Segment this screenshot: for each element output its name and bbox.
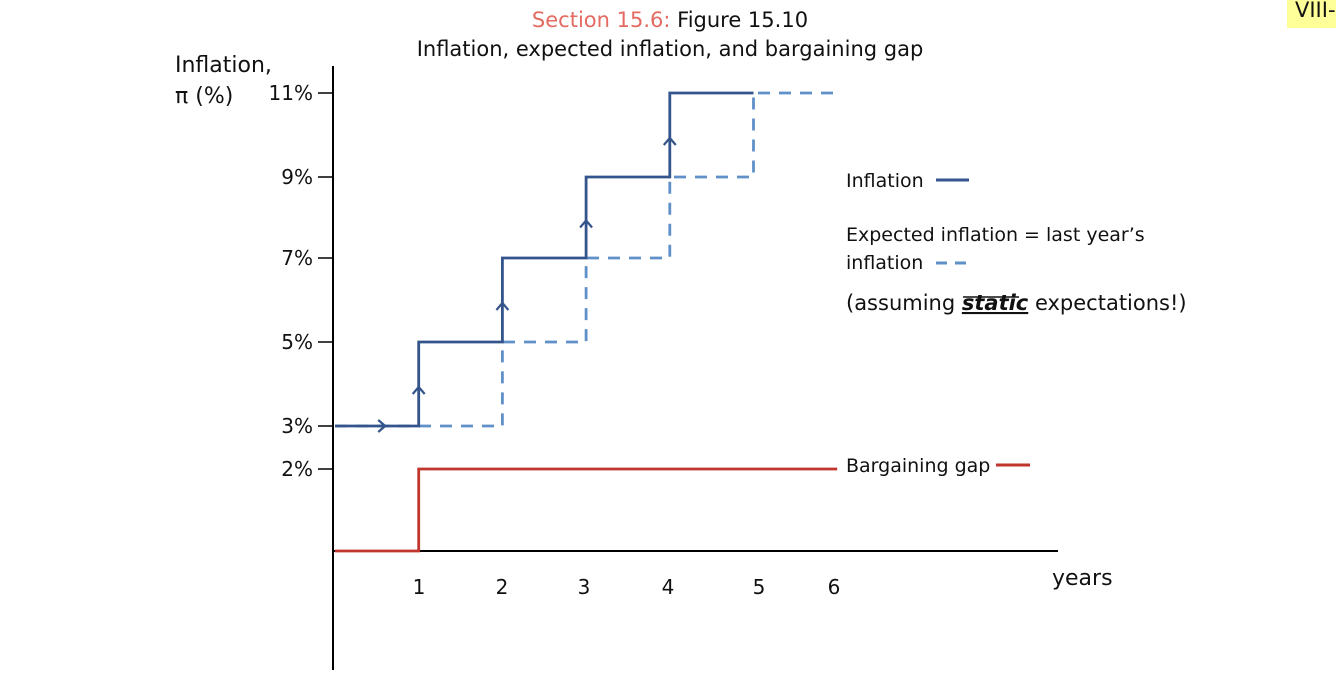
y-tick-label: 2% bbox=[281, 457, 313, 481]
series-group bbox=[335, 91, 838, 553]
y-ticks: 2% 3% 5% 7% 9% 11% bbox=[269, 81, 333, 481]
y-tick-label: 11% bbox=[269, 81, 313, 105]
step-arrows bbox=[377, 136, 677, 433]
series-bargaining-gap-line bbox=[335, 467, 838, 553]
x-tick-label: 4 bbox=[662, 575, 675, 599]
section-label: Section 15.6: bbox=[531, 8, 671, 32]
x-tick-label: 2 bbox=[496, 575, 509, 599]
y-tick-label: 7% bbox=[281, 246, 313, 270]
legend-expected-label-line1: Expected inflation = last year’s bbox=[846, 224, 1145, 246]
chart-subtitle: Inflation, expected inflation, and barga… bbox=[416, 37, 924, 61]
x-tick-label: 6 bbox=[828, 575, 841, 599]
figure-label: Figure 15.10 bbox=[677, 8, 809, 32]
arrow-up-icon bbox=[579, 218, 593, 229]
y-tick-label: 9% bbox=[281, 165, 313, 189]
arrow-up-icon bbox=[411, 385, 426, 395]
x-tick-label: 3 bbox=[578, 575, 591, 599]
legend-note-prefix: (assuming bbox=[846, 291, 962, 315]
series-inflation-line bbox=[335, 91, 754, 428]
legend-note-emph: static bbox=[962, 291, 1029, 315]
x-ticks: 1 2 3 4 5 6 bbox=[413, 575, 841, 599]
legend-note-suffix: expectations!) bbox=[1028, 291, 1186, 315]
legend-inflation-label: Inflation bbox=[846, 170, 924, 192]
title-line-section: Section 15.6: Figure 15.10 bbox=[360, 6, 980, 34]
arrow-up-icon bbox=[495, 301, 510, 311]
x-axis-label: years bbox=[1052, 566, 1113, 591]
series-expected-inflation-line bbox=[335, 91, 838, 428]
arrow-up-icon bbox=[662, 136, 677, 146]
legend-gap-label: Bargaining gap bbox=[846, 455, 990, 477]
y-axis-label-line2: π (%) bbox=[175, 84, 233, 109]
legend-note: (assuming static expectations!) bbox=[846, 291, 1187, 315]
legend-expected-label-line2: inflation bbox=[846, 252, 923, 274]
chart-title: Section 15.6: Figure 15.10 Inflation, ex… bbox=[360, 6, 980, 64]
y-tick-label: 3% bbox=[281, 414, 313, 438]
y-tick-label: 5% bbox=[281, 330, 313, 354]
y-axis-label-line1: Inflation, bbox=[175, 53, 272, 78]
x-tick-label: 1 bbox=[413, 575, 426, 599]
x-tick-label: 5 bbox=[753, 575, 766, 599]
page-number-badge: VIII- bbox=[1287, 0, 1336, 28]
legend: Inflation Expected inflation = last year… bbox=[846, 170, 1187, 477]
arrow-right-icon bbox=[377, 419, 387, 433]
